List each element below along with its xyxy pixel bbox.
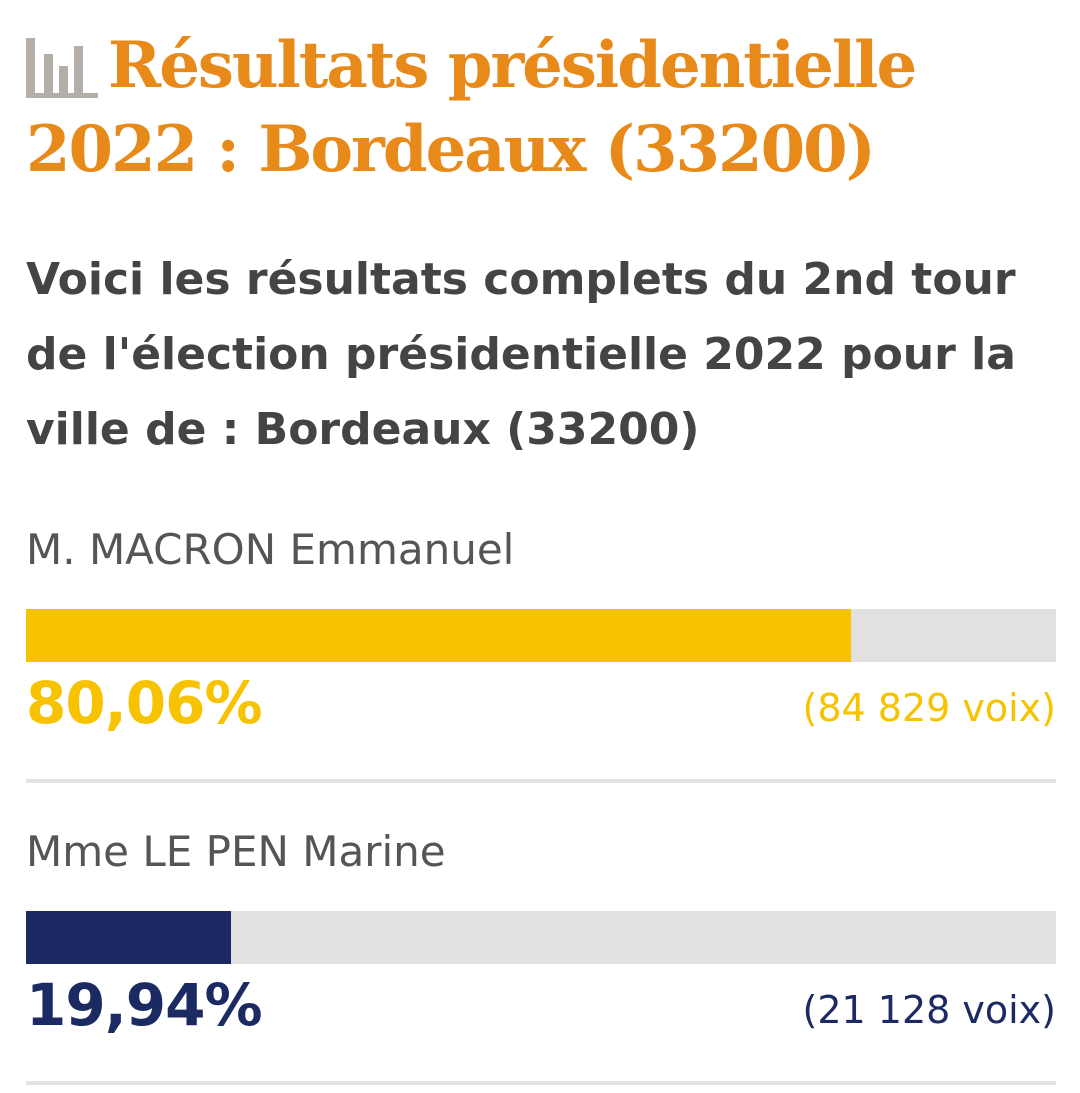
intro-text: Voici les résultats complets du 2nd tour… bbox=[26, 254, 1016, 455]
result-bar-track bbox=[26, 609, 1056, 662]
result-votes: (84 829 voix) bbox=[802, 686, 1056, 730]
page-header: Résultats présidentielle 2022 : Bordeaux… bbox=[26, 24, 1056, 192]
result-percent: 19,94% bbox=[26, 971, 263, 1039]
result-bar-fill bbox=[26, 609, 851, 662]
result-percent: 80,06% bbox=[26, 669, 263, 737]
result-bar-fill bbox=[26, 911, 232, 964]
result-bar-track bbox=[26, 911, 1056, 964]
result-divider bbox=[26, 779, 1056, 783]
candidate-name: Mme LE PEN Marine bbox=[26, 827, 446, 876]
result-votes: (21 128 voix) bbox=[802, 988, 1056, 1032]
candidate-name: M. MACRON Emmanuel bbox=[26, 525, 515, 574]
page-title: Résultats présidentielle 2022 : Bordeaux… bbox=[26, 28, 917, 187]
result-item-macron: M. MACRON Emmanuel 80,06% (84 829 voix) bbox=[26, 520, 1056, 783]
results-page: Résultats présidentielle 2022 : Bordeaux… bbox=[26, 0, 1056, 1085]
bar-chart-icon bbox=[26, 38, 98, 98]
result-item-le-pen: Mme LE PEN Marine 19,94% (21 128 voix) bbox=[26, 822, 1056, 1085]
result-divider bbox=[26, 1081, 1056, 1085]
